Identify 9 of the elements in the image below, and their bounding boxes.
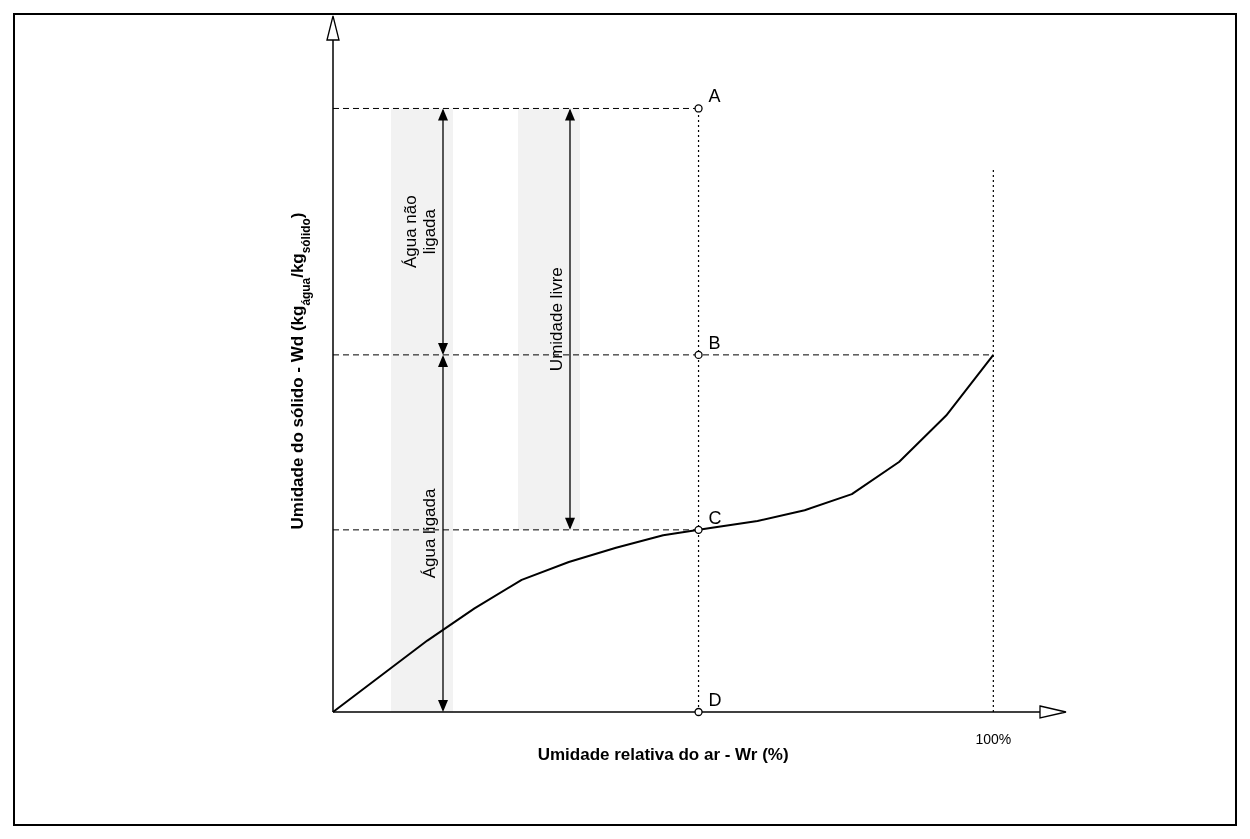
annotation: D bbox=[708, 690, 722, 710]
band-label: Água não ligada bbox=[401, 195, 439, 269]
band-label: Água ligada bbox=[420, 488, 439, 579]
annotation: C bbox=[708, 507, 722, 528]
x-axis-title: Umidade relativa do ar - Wr (%) bbox=[537, 745, 789, 764]
annotation: B bbox=[708, 332, 721, 353]
text: A bbox=[708, 86, 721, 107]
text: 100% bbox=[975, 731, 1012, 747]
band-label: Umidade livre bbox=[547, 267, 566, 372]
